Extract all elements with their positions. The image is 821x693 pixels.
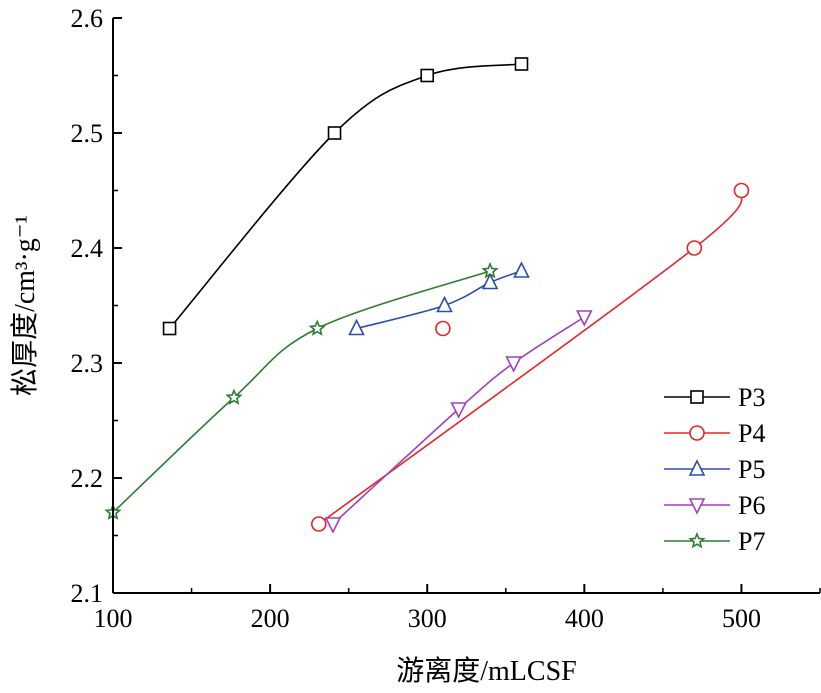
legend-item-p5: P5 bbox=[664, 455, 765, 484]
legend-label: P5 bbox=[738, 455, 765, 484]
legend-marker bbox=[689, 425, 705, 441]
legend-label: P6 bbox=[738, 491, 765, 520]
legend-label: P7 bbox=[738, 527, 765, 556]
legend-label: P4 bbox=[738, 419, 765, 448]
data-point bbox=[348, 318, 365, 336]
y-tick-label: 2.5 bbox=[71, 119, 104, 148]
x-tick-label: 300 bbox=[408, 604, 447, 633]
y-tick-label: 2.1 bbox=[71, 579, 104, 608]
data-point bbox=[733, 182, 750, 199]
legend-marker bbox=[688, 498, 706, 515]
series-p6 bbox=[324, 310, 593, 534]
legend: P3 P4 P5 P6 P7 bbox=[664, 383, 765, 556]
series-line bbox=[356, 270, 522, 330]
y-tick-label: 2.4 bbox=[71, 234, 104, 263]
x-axis-label: 游离度/mLCSF bbox=[396, 655, 576, 687]
y-tick-label: 2.3 bbox=[71, 349, 104, 378]
y-tick-label: 2.2 bbox=[71, 464, 104, 493]
x-tick-label: 200 bbox=[251, 604, 290, 633]
data-point bbox=[450, 402, 467, 419]
legend-marker bbox=[690, 390, 704, 404]
x-tick-label: 400 bbox=[565, 604, 604, 633]
data-point bbox=[436, 295, 453, 313]
legend-marker bbox=[688, 459, 706, 476]
series-line bbox=[168, 63, 522, 330]
legend-item-p6: P6 bbox=[664, 491, 765, 520]
data-point bbox=[435, 320, 451, 337]
y-axis-label: 松厚度/cm³·g⁻¹ bbox=[9, 215, 41, 396]
data-point bbox=[481, 272, 499, 290]
series-line bbox=[318, 189, 743, 525]
data-point bbox=[324, 517, 342, 534]
y-tick-label: 2.6 bbox=[71, 4, 104, 33]
series-line bbox=[332, 316, 585, 525]
data-point bbox=[225, 388, 243, 405]
series-p5 bbox=[348, 261, 530, 336]
x-tick-label: 500 bbox=[722, 604, 761, 633]
data-point bbox=[308, 319, 326, 336]
series-p7 bbox=[104, 261, 499, 520]
data-point bbox=[481, 261, 499, 279]
data-point bbox=[576, 310, 593, 327]
data-point bbox=[686, 240, 703, 256]
series-p4 bbox=[311, 182, 750, 532]
series-p3 bbox=[162, 57, 529, 336]
data-point bbox=[514, 57, 529, 71]
axes-group: 100 200 300 400 500 2.1 2.2 2.3 2.4 2.5 2.6 bbox=[71, 4, 821, 633]
data-point bbox=[420, 68, 435, 83]
data-point bbox=[162, 321, 177, 336]
data-point bbox=[311, 516, 327, 532]
legend-label: P3 bbox=[738, 383, 765, 412]
legend-marker bbox=[688, 531, 706, 549]
legend-item-p3: P3 bbox=[664, 383, 765, 412]
x-tick-label: 100 bbox=[94, 604, 133, 633]
legend-item-p7: P7 bbox=[664, 527, 765, 556]
series-line bbox=[112, 270, 491, 514]
data-point bbox=[513, 261, 530, 278]
series-group bbox=[104, 57, 750, 534]
data-point bbox=[327, 126, 342, 140]
data-point bbox=[505, 356, 522, 373]
legend-item-p4: P4 bbox=[664, 419, 765, 448]
